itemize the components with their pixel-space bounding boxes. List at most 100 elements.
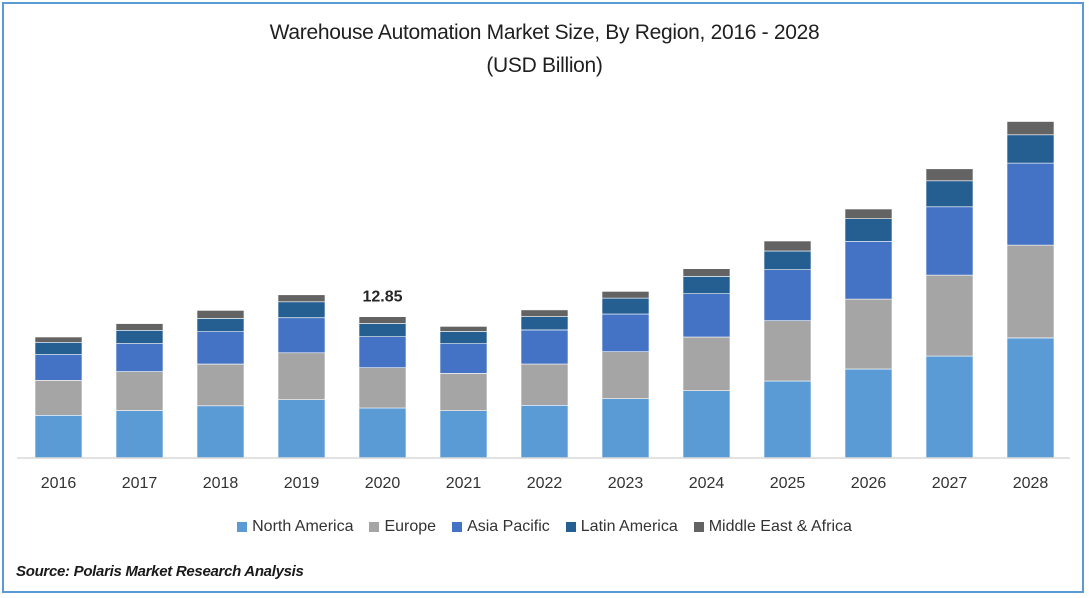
bar-segment-north-america-2023 <box>601 398 650 459</box>
bar-segment-north-america-2017 <box>115 410 164 459</box>
legend-label-latin-america: Latin America <box>580 518 678 535</box>
legend-item-latin-america: Latin America <box>565 518 678 536</box>
bar-segment-north-america-2027 <box>925 355 974 459</box>
legend-label-north-america: North America <box>252 518 354 535</box>
bar-segment-middle-east-africa-2017 <box>115 323 164 331</box>
legend-swatch-asia-pacific <box>452 522 463 532</box>
bar-segment-europe-2016 <box>34 379 83 416</box>
bar-segment-north-america-2028 <box>1006 337 1055 459</box>
bar-segment-middle-east-africa-2019 <box>277 294 326 303</box>
chart-subtitle: (USD Billion) <box>486 54 603 77</box>
bar-segment-middle-east-africa-2016 <box>34 336 83 343</box>
bar-segment-north-america-2026 <box>844 368 893 459</box>
bar-segment-middle-east-africa-2023 <box>601 291 650 299</box>
bar-segment-north-america-2019 <box>277 399 326 459</box>
x-tick-label-2020: 2020 <box>365 475 401 492</box>
chart-title: Warehouse Automation Market Size, By Reg… <box>269 21 820 44</box>
bar-segment-europe-2019 <box>277 352 326 401</box>
bar-segment-asia-pacific-2025 <box>763 269 812 322</box>
x-tick-label-2028: 2028 <box>1013 475 1049 492</box>
bar-segment-asia-pacific-2027 <box>925 206 974 276</box>
bar-segment-latin-america-2016 <box>34 341 83 355</box>
x-tick-label-2022: 2022 <box>527 475 563 492</box>
bar-segment-europe-2017 <box>115 371 164 411</box>
bar-segment-asia-pacific-2016 <box>34 354 83 381</box>
bar-segment-middle-east-africa-2027 <box>925 168 974 182</box>
bar-segment-asia-pacific-2017 <box>115 343 164 372</box>
bar-segment-asia-pacific-2018 <box>196 331 245 365</box>
bar-segment-europe-2018 <box>196 363 245 407</box>
bar-segment-north-america-2022 <box>520 404 569 459</box>
bar-segment-latin-america-2020 <box>358 323 407 337</box>
bar-segment-europe-2025 <box>763 320 812 382</box>
bar-segment-middle-east-africa-2026 <box>844 208 893 219</box>
data-labels: 12.85 <box>362 289 402 306</box>
bar-segment-asia-pacific-2028 <box>1006 162 1055 246</box>
bar-segment-latin-america-2025 <box>763 250 812 271</box>
bar-segment-latin-america-2026 <box>844 218 893 242</box>
x-tick-label-2016: 2016 <box>41 475 77 492</box>
legend-label-europe: Europe <box>384 518 437 535</box>
bar-segment-latin-america-2024 <box>682 276 731 294</box>
bar-segment-asia-pacific-2023 <box>601 313 650 353</box>
x-tick-labels: 2016 2017 2018 2019 2020 2021 2022 2023 2024 2025… <box>41 475 1049 492</box>
x-tick-label-2025: 2025 <box>770 475 806 492</box>
bar-segment-europe-2021 <box>439 373 488 411</box>
legend-item-north-america: North America <box>237 518 353 536</box>
x-tick-label-2024: 2024 <box>689 475 725 492</box>
bar-segment-europe-2028 <box>1006 244 1055 339</box>
bar-segment-asia-pacific-2024 <box>682 293 731 338</box>
x-tick-label-2026: 2026 <box>851 475 887 492</box>
bar-segment-europe-2022 <box>520 363 569 406</box>
bar-segment-middle-east-africa-2018 <box>196 310 245 319</box>
bar-segment-latin-america-2019 <box>277 301 326 318</box>
bar-segment-north-america-2025 <box>763 380 812 459</box>
bar-segment-europe-2024 <box>682 336 731 392</box>
bar-segment-latin-america-2022 <box>520 316 569 331</box>
bar-segment-latin-america-2017 <box>115 329 164 344</box>
legend-swatch-middle-east-africa <box>693 522 704 532</box>
bar-segment-middle-east-africa-2022 <box>520 309 569 317</box>
legend-swatch-north-america <box>237 522 248 532</box>
legend-item-middle-east-africa: Middle East & Africa <box>693 518 852 536</box>
bar-segment-north-america-2021 <box>439 410 488 459</box>
x-tick-label-2021: 2021 <box>446 475 482 492</box>
legend-label-middle-east-africa: Middle East & Africa <box>708 518 852 535</box>
bar-segment-europe-2023 <box>601 351 650 400</box>
bar-segment-north-america-2016 <box>34 414 83 459</box>
x-tick-label-2023: 2023 <box>608 475 644 492</box>
bar-segment-middle-east-africa-2025 <box>763 240 812 252</box>
bars-group <box>34 121 1055 459</box>
legend-item-asia-pacific: Asia Pacific <box>452 518 550 536</box>
data-label-2020: 12.85 <box>362 289 402 306</box>
legend-item-europe: Europe <box>369 518 436 536</box>
bar-segment-latin-america-2018 <box>196 318 245 332</box>
legend-swatch-europe <box>369 522 380 532</box>
bar-segment-middle-east-africa-2021 <box>439 326 488 332</box>
source-note: Source: Polaris Market Research Analysis <box>16 563 304 580</box>
x-tick-label-2019: 2019 <box>284 475 320 492</box>
bar-segment-asia-pacific-2020 <box>358 336 407 369</box>
bar-segment-latin-america-2021 <box>439 331 488 344</box>
x-tick-label-2018: 2018 <box>203 475 239 492</box>
bar-segment-middle-east-africa-2020 <box>358 316 407 324</box>
legend-swatch-latin-america <box>565 522 576 532</box>
bar-segment-latin-america-2028 <box>1006 134 1055 164</box>
bar-segment-latin-america-2023 <box>601 297 650 315</box>
bar-segment-north-america-2024 <box>682 390 731 459</box>
bar-segment-asia-pacific-2022 <box>520 329 569 365</box>
x-tick-label-2027: 2027 <box>932 475 968 492</box>
x-tick-label-2017: 2017 <box>122 475 158 492</box>
bar-segment-asia-pacific-2026 <box>844 241 893 300</box>
bar-segment-europe-2027 <box>925 274 974 357</box>
bar-segment-europe-2026 <box>844 298 893 370</box>
bar-segment-middle-east-africa-2028 <box>1006 121 1055 136</box>
bar-segment-north-america-2020 <box>358 407 407 459</box>
bar-segment-middle-east-africa-2024 <box>682 268 731 277</box>
bar-segment-north-america-2018 <box>196 405 245 459</box>
legend-label-asia-pacific: Asia Pacific <box>467 518 550 535</box>
bar-segment-asia-pacific-2021 <box>439 343 488 374</box>
bar-segment-asia-pacific-2019 <box>277 317 326 354</box>
